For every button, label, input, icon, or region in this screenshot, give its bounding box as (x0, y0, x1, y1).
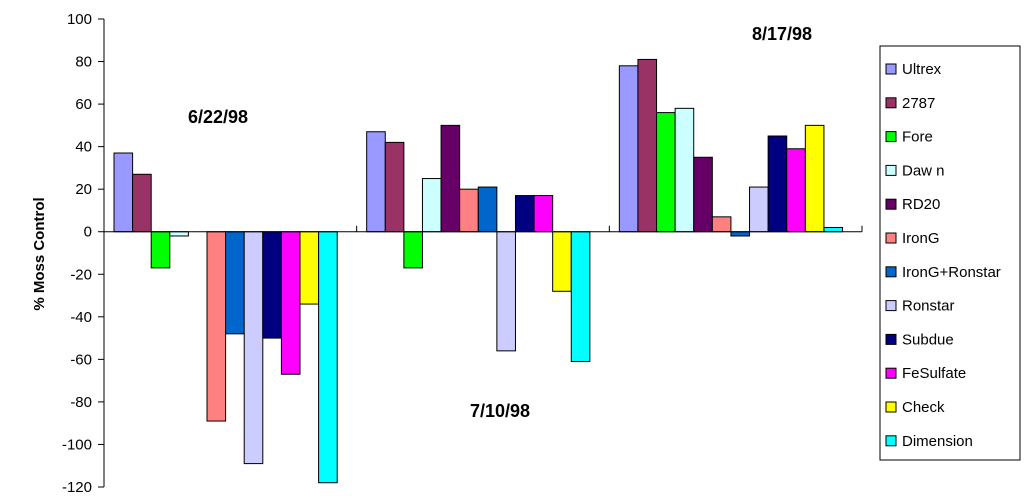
y-tick-label: 0 (84, 224, 92, 241)
bar-irong-ronstar (225, 231, 245, 335)
bar-check (804, 124, 825, 233)
y-axis-title: % Moss Control (31, 197, 48, 310)
y-tick-label: -120 (62, 479, 92, 496)
bar-ultrex (366, 131, 386, 233)
bar-fesulfate (280, 231, 301, 375)
category-label: 6/22/98 (188, 107, 248, 127)
bar-daw-n (421, 178, 442, 233)
legend-label: Ultrex (902, 61, 942, 78)
legend-swatch (885, 63, 897, 75)
axes (103, 19, 863, 487)
bar-subdue (262, 231, 282, 339)
bar-dimension (570, 231, 591, 362)
bar-subdue (514, 195, 535, 233)
bar-daw-n (674, 107, 695, 233)
y-tick-label: 40 (75, 139, 92, 156)
bar-rd20 (693, 156, 713, 233)
bar-ultrex (618, 65, 639, 233)
bar-2787 (384, 141, 405, 233)
legend-label: Dimension (902, 433, 973, 450)
legend-swatch (885, 164, 897, 176)
bar-ultrex (113, 152, 134, 233)
bar-dimension (318, 231, 338, 484)
y-tick-label: 100 (67, 11, 92, 28)
legend-label: Subdue (902, 331, 954, 348)
y-tick-label: -20 (70, 266, 92, 283)
legend-swatch (885, 97, 897, 109)
legend-swatch (885, 131, 897, 143)
y-tick-label: 80 (75, 54, 92, 71)
legend-swatch (885, 401, 897, 413)
bar-fesulfate (786, 148, 806, 233)
bar-irong (206, 231, 227, 422)
bar-irong-ronstar (730, 231, 751, 237)
bar-series (113, 58, 844, 484)
y-axis-ticks: 100 80 60 40 20 0 -20 -40 -60 -80 -100 -120 (62, 11, 104, 496)
category-label: 8/17/98 (752, 24, 812, 44)
legend-swatch (885, 300, 897, 312)
legend-label: Fore (902, 129, 933, 146)
bar-fore (656, 112, 676, 233)
bar-fore (150, 231, 171, 269)
bar-ronstar (749, 186, 769, 233)
bar-fesulfate (533, 195, 554, 233)
bar-2787 (637, 58, 658, 233)
bar-daw-n (169, 231, 189, 237)
bar-irong-ronstar (477, 186, 498, 233)
y-tick-label: -60 (70, 351, 92, 368)
legend-swatch (885, 367, 897, 379)
bar-irong (711, 216, 732, 233)
y-tick-label: -80 (70, 394, 92, 411)
bar-rd20 (440, 124, 461, 233)
legend-swatch (885, 232, 897, 244)
legend-box (879, 45, 1021, 461)
bar-ronstar (496, 231, 516, 352)
y-tick-label: -40 (70, 309, 92, 326)
legend-label: Ronstar (902, 298, 955, 315)
bar-irong (459, 188, 479, 233)
legend-swatch (885, 266, 897, 278)
y-tick-label: -100 (62, 436, 92, 453)
legend-swatch (885, 333, 897, 345)
legend-label: Daw n (902, 162, 945, 179)
bar-2787 (132, 173, 152, 233)
bar-subdue (767, 135, 788, 233)
y-tick-label: 20 (75, 181, 92, 198)
bar-fore (403, 231, 423, 269)
legend-label: RD20 (902, 196, 940, 213)
category-labels: 6/22/98 7/10/98 8/17/98 (188, 24, 812, 421)
legend: Ultrex 2787 Fore Daw n RD20 IronG IronG+Ronsta… (879, 45, 1021, 461)
legend-swatch (885, 435, 897, 447)
legend-label: 2787 (902, 95, 935, 112)
y-tick-label: 60 (75, 96, 92, 113)
legend-label: FeSulfate (902, 365, 966, 382)
category-label: 7/10/98 (470, 401, 530, 421)
bar-ronstar (243, 231, 264, 465)
bar-check (552, 231, 572, 292)
legend-label: IronG+Ronstar (902, 264, 1001, 281)
bar-dimension (823, 226, 844, 233)
legend-label: IronG (902, 230, 940, 247)
legend-swatch (885, 198, 897, 210)
legend-label: Check (902, 399, 945, 416)
bar-check (299, 231, 320, 305)
